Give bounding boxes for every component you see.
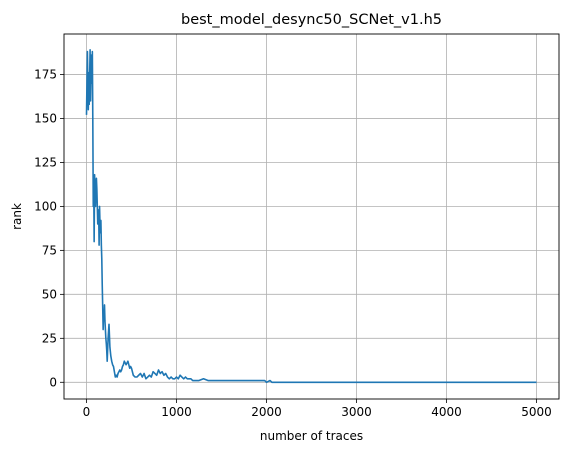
x-axis-title: number of traces: [260, 429, 363, 443]
x-tick-label: 5000: [521, 405, 552, 419]
y-tick-label: 100: [34, 200, 57, 214]
x-tick-label: 2000: [251, 405, 282, 419]
y-tick-label: 125: [34, 156, 57, 170]
chart-title: best_model_desync50_SCNet_v1.h5: [181, 12, 442, 28]
y-tick-label: 50: [42, 288, 57, 302]
tick-marks-and-labels: 0 1000 2000 3000 4000 5000 0 25 50 75 100 125 150 175: [34, 68, 552, 419]
y-tick-label: 175: [34, 68, 57, 82]
plot-frame: [63, 33, 560, 400]
x-tick-label: 0: [83, 405, 91, 419]
y-tick-label: 25: [42, 332, 57, 346]
x-tick-label: 1000: [161, 405, 192, 419]
grid-lines: [64, 34, 559, 399]
rank-series-line: [85, 49, 537, 384]
y-axis-title: rank: [10, 203, 24, 230]
y-tick-label: 75: [42, 244, 57, 258]
series-layer: [85, 49, 537, 384]
x-tick-label: 3000: [341, 405, 372, 419]
y-tick-label: 0: [49, 375, 57, 389]
y-tick-label: 150: [34, 112, 57, 126]
x-tick-label: 4000: [431, 405, 462, 419]
